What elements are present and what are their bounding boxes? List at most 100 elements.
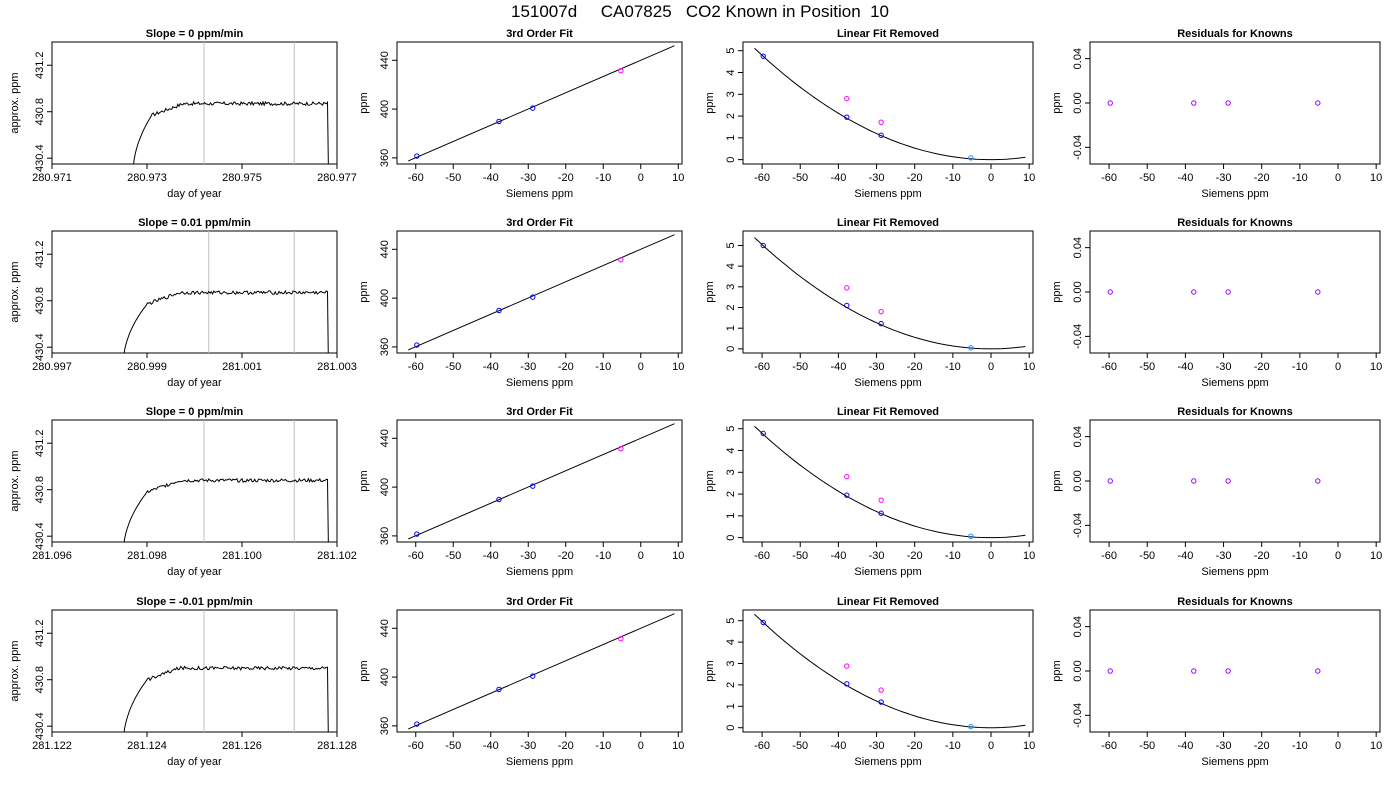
data-point <box>760 242 766 249</box>
y-tick-label: 0 <box>725 346 737 352</box>
x-tick-label: -10 <box>595 172 611 184</box>
data-point <box>496 307 502 314</box>
y-tick-label: 3 <box>725 91 737 97</box>
x-tick-label: 10 <box>1023 740 1035 752</box>
x-tick-label: -40 <box>1177 740 1193 752</box>
data-point <box>878 510 884 516</box>
fit-curve <box>754 47 1026 161</box>
data-point <box>1225 668 1231 674</box>
x-tick-label: -40 <box>1177 172 1193 184</box>
x-axis-label: Siemens ppm <box>854 188 921 200</box>
data-point <box>844 663 850 669</box>
y-tick-label: 1 <box>725 325 737 331</box>
x-tick-label: -20 <box>907 740 923 752</box>
x-tick-label: 10 <box>672 361 684 373</box>
y-tick-label: 3 <box>725 660 737 666</box>
x-tick-label: -30 <box>520 361 536 373</box>
page-title: 151007d CA07825 CO2 Known in Position 10 <box>510 2 890 21</box>
fit-curve <box>754 237 1026 350</box>
x-tick-label: -40 <box>483 361 499 373</box>
x-tick-label: -50 <box>445 550 461 562</box>
x-tick-label: -50 <box>792 172 808 184</box>
data-point <box>1107 668 1113 674</box>
y-tick-label: 360 <box>379 149 391 167</box>
plot-frame <box>1089 609 1381 733</box>
panel-0-2: Linear Fit Removed -60 -50 -40 -30 -20 -10 0 10 0… <box>704 28 1035 200</box>
x-tick-label: 10 <box>672 740 684 752</box>
plot-title: Residuals for Knowns <box>1177 28 1293 40</box>
data-point <box>414 721 420 727</box>
panel-2-1: 3rd Order Fit -60 -50 -40 -30 -20 -10 0 10 360 400… <box>358 406 684 578</box>
x-tick-label: -60 <box>1101 550 1117 562</box>
x-axis-label: Siemens ppm <box>1201 377 1268 389</box>
x-tick-label: -20 <box>558 172 574 184</box>
x-tick-label: 281.098 <box>127 550 167 562</box>
x-tick-label: 10 <box>1023 550 1035 562</box>
data-point <box>618 67 624 74</box>
y-tick-label: 430.4 <box>34 333 46 361</box>
x-tick-label: 281.124 <box>127 740 167 752</box>
data-point <box>1225 100 1231 106</box>
data-point <box>878 119 884 125</box>
plot-frame <box>396 41 683 165</box>
x-tick-label: -50 <box>1139 550 1155 562</box>
x-tick-label: -60 <box>408 172 424 184</box>
y-tick-label: -0.04 <box>1072 135 1084 160</box>
data-point <box>878 308 884 315</box>
x-tick-label: 0 <box>638 172 644 184</box>
y-tick-label: 360 <box>379 338 391 356</box>
panel-3-1: 3rd Order Fit -60 -50 -40 -30 -20 -10 0 10 360 400… <box>358 596 684 768</box>
y-tick-label: 0 <box>725 157 737 163</box>
x-tick-label: 0 <box>1335 361 1341 373</box>
y-tick-label: 0 <box>725 725 737 731</box>
panel-1-0: Slope = 0.01 ppm/min 280.997 280.999 281.00… <box>9 217 357 389</box>
y-tick-label: 431.2 <box>34 51 46 79</box>
plot-title: 3rd Order Fit <box>506 406 573 418</box>
x-tick-label: 10 <box>1370 172 1382 184</box>
plot-title: Linear Fit Removed <box>837 28 939 40</box>
plot-title: Slope = -0.01 ppm/min <box>136 596 253 608</box>
x-tick-label: -40 <box>830 172 846 184</box>
x-tick-label: 281.102 <box>317 550 357 562</box>
y-tick-label: 2 <box>725 113 737 119</box>
data-point <box>878 132 884 138</box>
fit-line <box>408 613 675 730</box>
fit-curve <box>754 425 1026 539</box>
plot-title: 3rd Order Fit <box>506 596 573 608</box>
x-tick-label: -60 <box>1101 361 1117 373</box>
x-tick-label: -20 <box>907 172 923 184</box>
plot-data <box>408 234 675 351</box>
x-axis-label: Siemens ppm <box>1201 188 1268 200</box>
x-tick-label: -40 <box>483 172 499 184</box>
x-tick-label: 280.973 <box>127 172 167 184</box>
x-tick-label: -60 <box>1101 172 1117 184</box>
x-tick-label: 281.100 <box>222 550 262 562</box>
x-tick-label: -50 <box>1139 361 1155 373</box>
x-tick-label: -40 <box>830 740 846 752</box>
data-point <box>414 342 420 348</box>
y-axis-label: ppm <box>1051 281 1063 302</box>
plot-title: Residuals for Knowns <box>1177 217 1293 229</box>
y-tick-label: 430.4 <box>34 522 46 550</box>
data-point <box>844 95 850 102</box>
y-axis-label: ppm <box>358 281 370 302</box>
y-tick-label: 430.8 <box>34 287 46 315</box>
x-tick-label: 281.128 <box>317 740 357 752</box>
y-tick-label: 2 <box>725 304 737 310</box>
plot-title: Linear Fit Removed <box>837 406 939 418</box>
y-tick-label: 431.2 <box>34 619 46 647</box>
plot-data <box>1107 100 1321 106</box>
plot-data <box>408 613 675 730</box>
x-tick-label: -40 <box>1177 361 1193 373</box>
y-tick-label: 400 <box>379 289 391 307</box>
x-tick-label: -50 <box>792 550 808 562</box>
data-point <box>844 473 850 480</box>
data-point <box>530 105 536 111</box>
y-tick-label: 440 <box>379 51 391 69</box>
plot-data <box>754 613 1026 730</box>
plot-title: 3rd Order Fit <box>506 28 573 40</box>
x-axis-label: Siemens ppm <box>506 377 573 389</box>
x-tick-label: 10 <box>1023 172 1035 184</box>
x-tick-label: -10 <box>595 550 611 562</box>
plot-frame <box>396 419 683 543</box>
